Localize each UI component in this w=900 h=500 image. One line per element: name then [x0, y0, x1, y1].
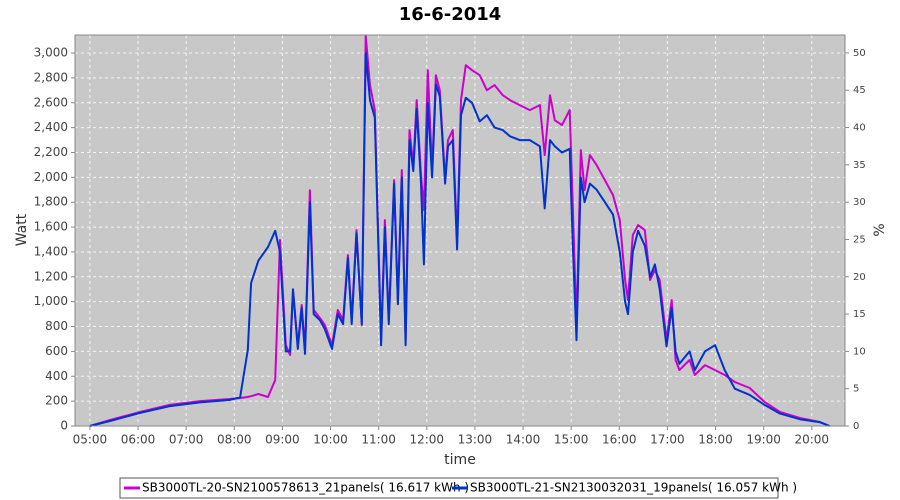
y2-tick-label: 25 — [853, 234, 866, 245]
series-line — [89, 52, 830, 427]
x-tick-label: 07:00 — [169, 433, 204, 447]
x-tick-label: 10:00 — [313, 433, 348, 447]
x-tick-label: 09:00 — [265, 433, 300, 447]
y2-axis-label: % — [872, 223, 888, 236]
y2-tick-label: 20 — [853, 272, 866, 283]
legend — [119, 477, 779, 499]
x-tick-label: 16:00 — [602, 433, 637, 447]
y-tick-label: 1,200 — [34, 269, 68, 283]
x-tick-label: 08:00 — [217, 433, 252, 447]
x-tick-label: 19:00 — [746, 433, 781, 447]
y-tick-label: 0 — [60, 419, 68, 433]
y2-tick-label: 40 — [853, 123, 866, 134]
x-tick-label: 05:00 — [73, 433, 108, 447]
y-tick-label: 2,400 — [34, 120, 68, 134]
y-tick-label: 1,000 — [34, 294, 68, 308]
legend-label: SB3000TL-21-SN2130032031_19panels( 16.05… — [470, 481, 797, 495]
x-tick-label: 06:00 — [121, 433, 156, 447]
y-tick-label: 2,600 — [34, 95, 68, 109]
y-tick-label: 3,000 — [34, 46, 68, 60]
x-tick-label: 13:00 — [458, 433, 493, 447]
y-tick-label: 400 — [45, 369, 68, 383]
y-tick-label: 1,400 — [34, 244, 68, 258]
y2-tick-label: 15 — [853, 309, 866, 320]
y-axis-label: Watt — [14, 213, 30, 246]
x-tick-label: 15:00 — [554, 433, 589, 447]
y-tick-label: 1,800 — [34, 195, 68, 209]
x-tick-label: 18:00 — [698, 433, 733, 447]
y2-tick-label: 50 — [853, 48, 866, 59]
x-tick-label: 14:00 — [506, 433, 541, 447]
x-tick-label: 17:00 — [650, 433, 685, 447]
y-tick-label: 2,800 — [34, 70, 68, 84]
chart-title: 16-6-2014 — [399, 4, 502, 25]
y2-tick-label: 45 — [853, 85, 866, 96]
y2-tick-label: 5 — [853, 384, 859, 395]
plot-area — [74, 34, 846, 427]
y-tick-label: 2,000 — [34, 170, 68, 184]
y-tick-label: 200 — [45, 394, 68, 408]
x-tick-label: 12:00 — [409, 433, 444, 447]
y2-tick-label: 30 — [853, 197, 866, 208]
y2-tick-label: 10 — [853, 346, 866, 357]
plot-border — [74, 34, 846, 427]
y-tick-label: 2,200 — [34, 145, 68, 159]
legend-label: SB3000TL-20-SN2100578613_21panels( 16.61… — [142, 481, 469, 495]
x-tick-label: 11:00 — [361, 433, 396, 447]
y-tick-label: 1,600 — [34, 220, 68, 234]
y-tick-label: 600 — [45, 344, 68, 358]
y2-tick-label: 35 — [853, 160, 866, 171]
y2-tick-label: 0 — [853, 421, 859, 432]
x-tick-label: 20:00 — [794, 433, 829, 447]
x-axis-label: time — [444, 452, 476, 468]
y-tick-label: 800 — [45, 319, 68, 333]
